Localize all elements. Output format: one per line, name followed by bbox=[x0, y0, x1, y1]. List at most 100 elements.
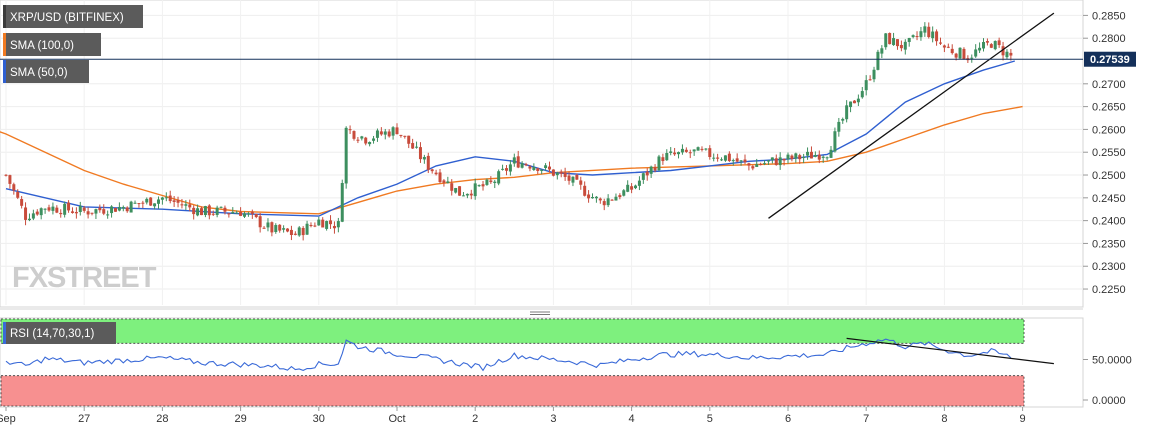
time-tick-label: 2 bbox=[472, 413, 478, 425]
candle bbox=[591, 193, 594, 199]
candle bbox=[720, 157, 724, 162]
candle bbox=[579, 176, 583, 190]
candle bbox=[223, 205, 227, 215]
candle bbox=[180, 198, 184, 209]
price-tick-label: 0.2650 bbox=[1092, 102, 1126, 114]
candle bbox=[411, 138, 415, 149]
candle bbox=[806, 147, 810, 160]
candle bbox=[919, 26, 923, 41]
candle bbox=[375, 128, 379, 142]
legend-rsi[interactable]: RSI (14,70,30,1) bbox=[3, 322, 116, 344]
candle bbox=[78, 201, 82, 216]
candle bbox=[821, 155, 825, 163]
candle bbox=[755, 158, 759, 167]
candle bbox=[164, 192, 168, 202]
candle bbox=[985, 38, 989, 46]
candle bbox=[12, 182, 16, 195]
price-panel bbox=[0, 0, 1084, 308]
candle bbox=[911, 34, 915, 39]
candle bbox=[653, 164, 657, 173]
candle bbox=[31, 209, 35, 221]
price-gridlines bbox=[0, 0, 1083, 305]
candle bbox=[110, 205, 114, 218]
candle bbox=[884, 33, 888, 50]
candle bbox=[293, 231, 297, 236]
candle bbox=[211, 210, 215, 216]
time-tick-label: 29 bbox=[234, 413, 246, 425]
candle bbox=[364, 136, 368, 146]
candle bbox=[512, 153, 516, 167]
candle bbox=[614, 193, 618, 201]
candle bbox=[641, 172, 645, 184]
candle bbox=[168, 190, 172, 204]
current-price-tag bbox=[1084, 51, 1136, 67]
candle bbox=[55, 205, 59, 214]
candle bbox=[454, 187, 458, 194]
candle bbox=[270, 221, 274, 237]
candle bbox=[160, 196, 164, 205]
time-tick-label: Oct bbox=[388, 413, 405, 425]
candle bbox=[485, 178, 489, 186]
candle bbox=[39, 207, 43, 220]
candle bbox=[289, 225, 293, 241]
current-price-label: 0.27539 bbox=[1090, 54, 1130, 66]
candle bbox=[348, 125, 352, 134]
time-axis: Sep 27 28 29 30 Oct 2 3 4 5 6 7 8 9 bbox=[0, 407, 1026, 425]
candle bbox=[978, 42, 982, 54]
legend-sma100-label: SMA (100,0) bbox=[10, 40, 74, 52]
candle bbox=[731, 158, 735, 166]
candle bbox=[98, 204, 102, 213]
candle bbox=[137, 203, 141, 208]
candle bbox=[669, 147, 673, 156]
time-tick-label: 4 bbox=[629, 413, 635, 425]
legend-sma50[interactable]: SMA (50,0) bbox=[3, 60, 89, 83]
price-tick-label: 0.2300 bbox=[1092, 261, 1126, 273]
candle bbox=[962, 47, 966, 60]
candle bbox=[184, 200, 188, 211]
candle bbox=[563, 167, 567, 181]
candle bbox=[153, 203, 157, 210]
candle bbox=[59, 209, 63, 218]
candle bbox=[489, 176, 493, 184]
candle bbox=[379, 127, 383, 136]
candle bbox=[196, 204, 200, 217]
candle bbox=[442, 179, 446, 187]
candle bbox=[559, 169, 563, 178]
candle bbox=[540, 169, 544, 175]
candle bbox=[970, 54, 974, 63]
candle bbox=[231, 207, 235, 214]
candle bbox=[735, 153, 739, 163]
rsi-oversold-zone bbox=[0, 375, 1025, 407]
candle bbox=[309, 222, 313, 228]
candle bbox=[465, 193, 469, 199]
candle bbox=[418, 142, 422, 163]
price-tick-label: 0.2850 bbox=[1092, 10, 1126, 22]
candle bbox=[626, 180, 630, 193]
candle bbox=[407, 135, 411, 149]
candle bbox=[903, 39, 907, 55]
panel-resize-handle[interactable] bbox=[528, 310, 552, 317]
candle bbox=[649, 165, 653, 178]
candle bbox=[395, 123, 399, 135]
candle bbox=[145, 197, 149, 205]
candle bbox=[645, 168, 649, 181]
time-tick-label: 7 bbox=[863, 413, 869, 425]
candle bbox=[544, 163, 548, 171]
time-tick-label: 28 bbox=[156, 413, 168, 425]
candle bbox=[516, 150, 520, 169]
legend-pair[interactable]: XRP/USD (BITFINEX) bbox=[3, 5, 143, 28]
legend-sma100[interactable]: SMA (100,0) bbox=[3, 33, 101, 56]
candle bbox=[20, 195, 24, 209]
candle bbox=[51, 202, 55, 215]
candle bbox=[692, 149, 696, 156]
candle bbox=[200, 206, 203, 216]
candle bbox=[477, 184, 481, 187]
candle bbox=[688, 149, 692, 159]
candle bbox=[321, 217, 325, 228]
price-tick-label: 0.2350 bbox=[1092, 238, 1126, 250]
candle bbox=[974, 44, 978, 58]
candle bbox=[915, 31, 919, 41]
candle bbox=[82, 205, 86, 213]
candle bbox=[935, 29, 939, 46]
